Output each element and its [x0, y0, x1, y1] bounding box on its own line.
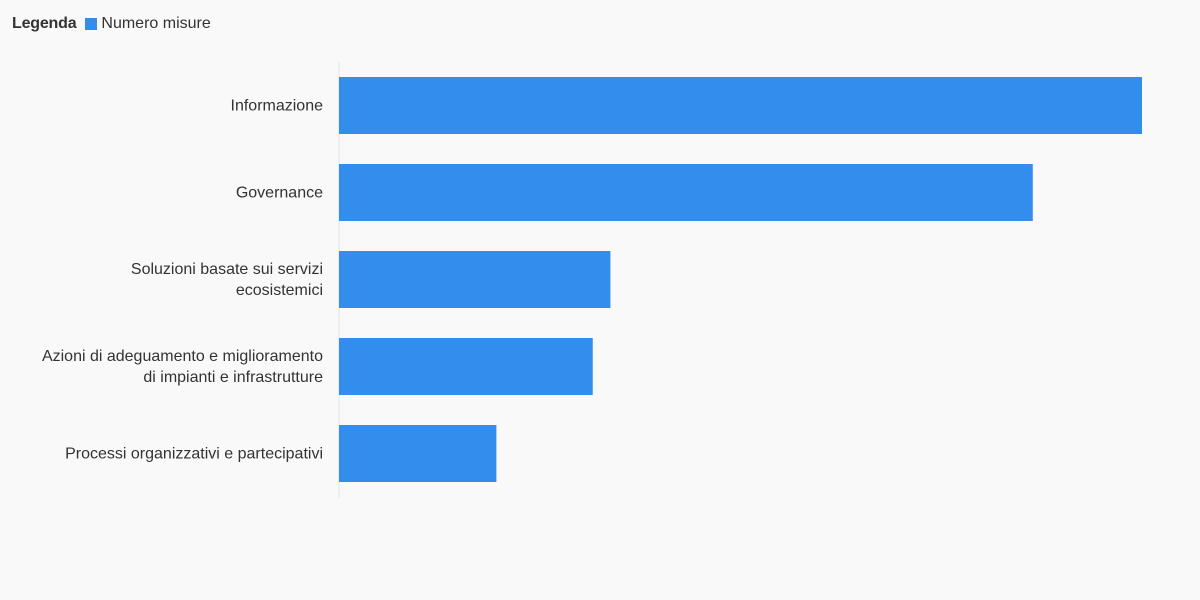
legend-swatch [85, 18, 98, 30]
category-label-line: di impianti e infrastrutture [143, 369, 323, 386]
category-label-3: Azioni di adeguamento e miglioramento di … [42, 348, 323, 386]
bar-2[interactable] [339, 251, 611, 308]
category-label-line: Azioni di adeguamento e miglioramento [42, 348, 323, 365]
category-label-line: Informazione [231, 98, 324, 115]
bar-0[interactable] [339, 77, 1142, 134]
legend: Legenda Numero misure [12, 13, 211, 35]
category-label-2: Soluzioni basate sui servizi ecosistemici [131, 261, 323, 299]
bar-1[interactable] [339, 164, 1033, 221]
category-label-line: ecosistemici [236, 282, 323, 299]
category-label-1: Governance [236, 185, 323, 202]
bar-4[interactable] [339, 425, 497, 482]
legend-label: Numero misure [101, 15, 211, 32]
legend-title: Legenda [12, 15, 77, 32]
legend-item-numero-misure[interactable]: Numero misure [85, 13, 211, 35]
category-label-line: Governance [236, 185, 323, 202]
category-label-line: Soluzioni basate sui servizi [131, 261, 323, 278]
category-label-line: Processi organizzativi e partecipativi [65, 446, 323, 463]
category-label-0: Informazione [231, 98, 324, 115]
category-label-4: Processi organizzativi e partecipativi [65, 446, 323, 463]
bar-3[interactable] [339, 338, 593, 395]
